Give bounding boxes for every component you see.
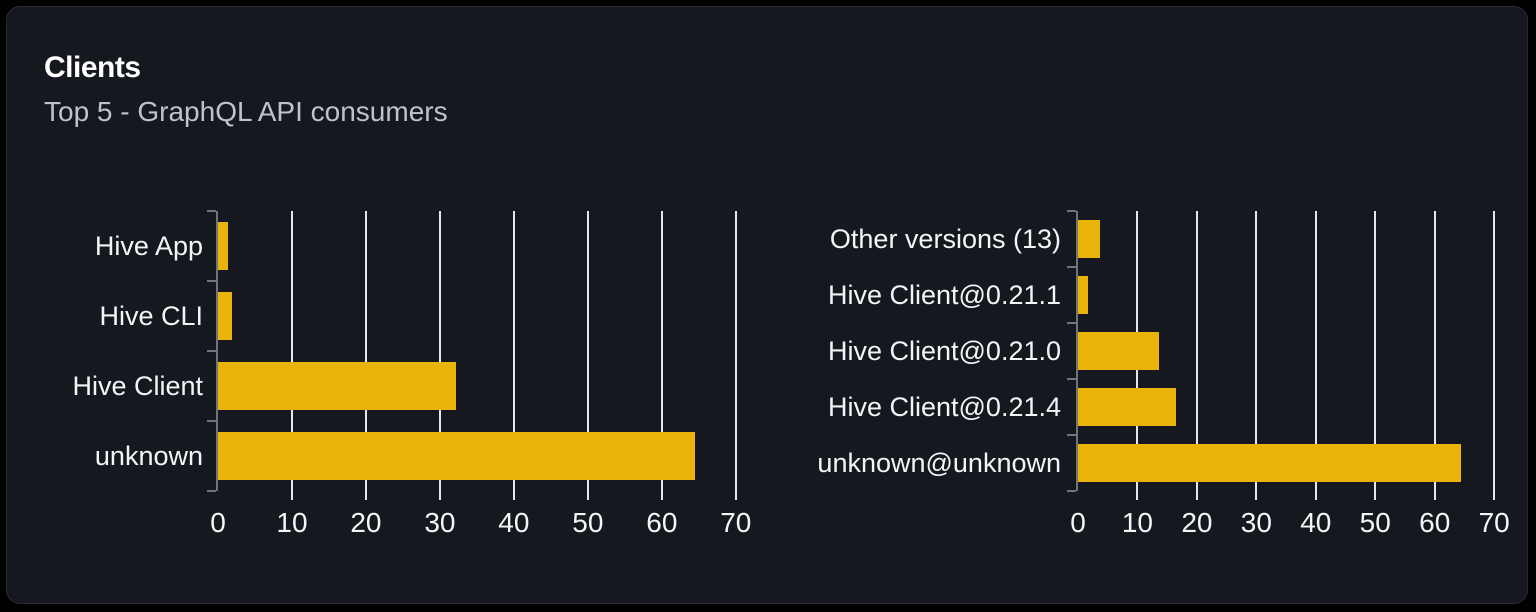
card-header: Clients Top 5 - GraphQL API consumers <box>44 51 448 128</box>
x-tick-label: 50 <box>572 507 604 538</box>
x-tick-label: 70 <box>720 507 752 538</box>
gridline <box>512 211 515 500</box>
category-label: Hive CLI <box>99 300 203 331</box>
x-tick-label: 10 <box>1121 507 1154 538</box>
y-axis-tick <box>207 490 216 492</box>
bar[interactable] <box>1078 332 1159 370</box>
bar[interactable] <box>1078 444 1462 482</box>
x-tick-label: 10 <box>276 507 308 538</box>
category-label: Hive Client@0.21.1 <box>827 279 1061 310</box>
x-tick-label: 30 <box>1240 507 1272 538</box>
x-tick-label: 60 <box>646 507 678 538</box>
bar[interactable] <box>1078 220 1100 258</box>
y-axis-tick <box>1067 322 1076 324</box>
category-label: Other versions (13) <box>829 223 1061 254</box>
bar[interactable] <box>218 432 696 480</box>
gridline <box>1433 211 1436 500</box>
x-tick-label: 30 <box>424 507 456 538</box>
y-axis-tick <box>207 350 216 352</box>
y-axis-labels: Other versions (13) Hive Client@0.21.1 Hiv… <box>817 211 1061 491</box>
card-title: Clients <box>44 51 141 84</box>
x-tick-label: 20 <box>1181 507 1213 538</box>
gridline <box>1195 211 1198 500</box>
category-label: unknown@unknown <box>817 447 1061 478</box>
clients-card: Clients Top 5 - GraphQL API consumers Hi… <box>6 6 1528 604</box>
y-axis-tick <box>207 420 216 422</box>
plot-area: 0 10 20 30 40 50 60 70 <box>207 210 758 538</box>
bar[interactable] <box>218 362 457 410</box>
y-axis-labels: Hive App Hive CLI Hive Client unknown <box>44 211 203 491</box>
bar[interactable] <box>218 222 229 270</box>
x-tick-label: 40 <box>1300 507 1332 538</box>
category-label: Hive App <box>94 230 203 261</box>
gridline <box>364 211 367 500</box>
gridline <box>586 211 589 500</box>
x-tick-label: 20 <box>350 507 382 538</box>
gridline <box>1255 211 1258 500</box>
x-tick-label: 60 <box>1419 507 1451 538</box>
plot-area: 0 10 20 30 40 50 60 70 <box>1067 210 1512 538</box>
y-axis-tick <box>1067 378 1076 380</box>
x-tick-label: 70 <box>1478 507 1510 538</box>
bar[interactable] <box>218 292 233 340</box>
y-axis-tick <box>1067 266 1076 268</box>
y-axis-tick <box>207 210 216 212</box>
clients-by-name-chart: Hive App Hive CLI Hive Client unknown 0 10 20 3… <box>44 210 758 538</box>
category-label: Hive Client@0.21.0 <box>827 335 1061 366</box>
x-tick-label: 50 <box>1359 507 1391 538</box>
clients-by-version-chart: Other versions (13) Hive Client@0.21.1 Hiv… <box>817 210 1512 538</box>
x-tick-label: 0 <box>210 507 226 538</box>
category-label: Hive Client <box>72 370 203 401</box>
bar[interactable] <box>1078 276 1089 314</box>
x-tick-label: 40 <box>498 507 530 538</box>
card-subtitle: Top 5 - GraphQL API consumers <box>44 96 448 127</box>
gridline <box>660 211 663 500</box>
y-axis-tick <box>1067 210 1076 212</box>
gridline <box>438 211 441 500</box>
bar[interactable] <box>1078 388 1176 426</box>
gridline <box>290 211 293 500</box>
gridline <box>1374 211 1377 500</box>
category-label: Hive Client@0.21.4 <box>827 391 1061 422</box>
gridline <box>1314 211 1317 500</box>
y-axis-tick <box>207 280 216 282</box>
gridline <box>734 211 737 500</box>
y-axis-tick <box>1067 434 1076 436</box>
gridline <box>1493 211 1496 500</box>
y-axis-tick <box>1067 490 1076 492</box>
x-tick-label: 0 <box>1070 507 1086 538</box>
category-label: unknown <box>94 440 203 471</box>
